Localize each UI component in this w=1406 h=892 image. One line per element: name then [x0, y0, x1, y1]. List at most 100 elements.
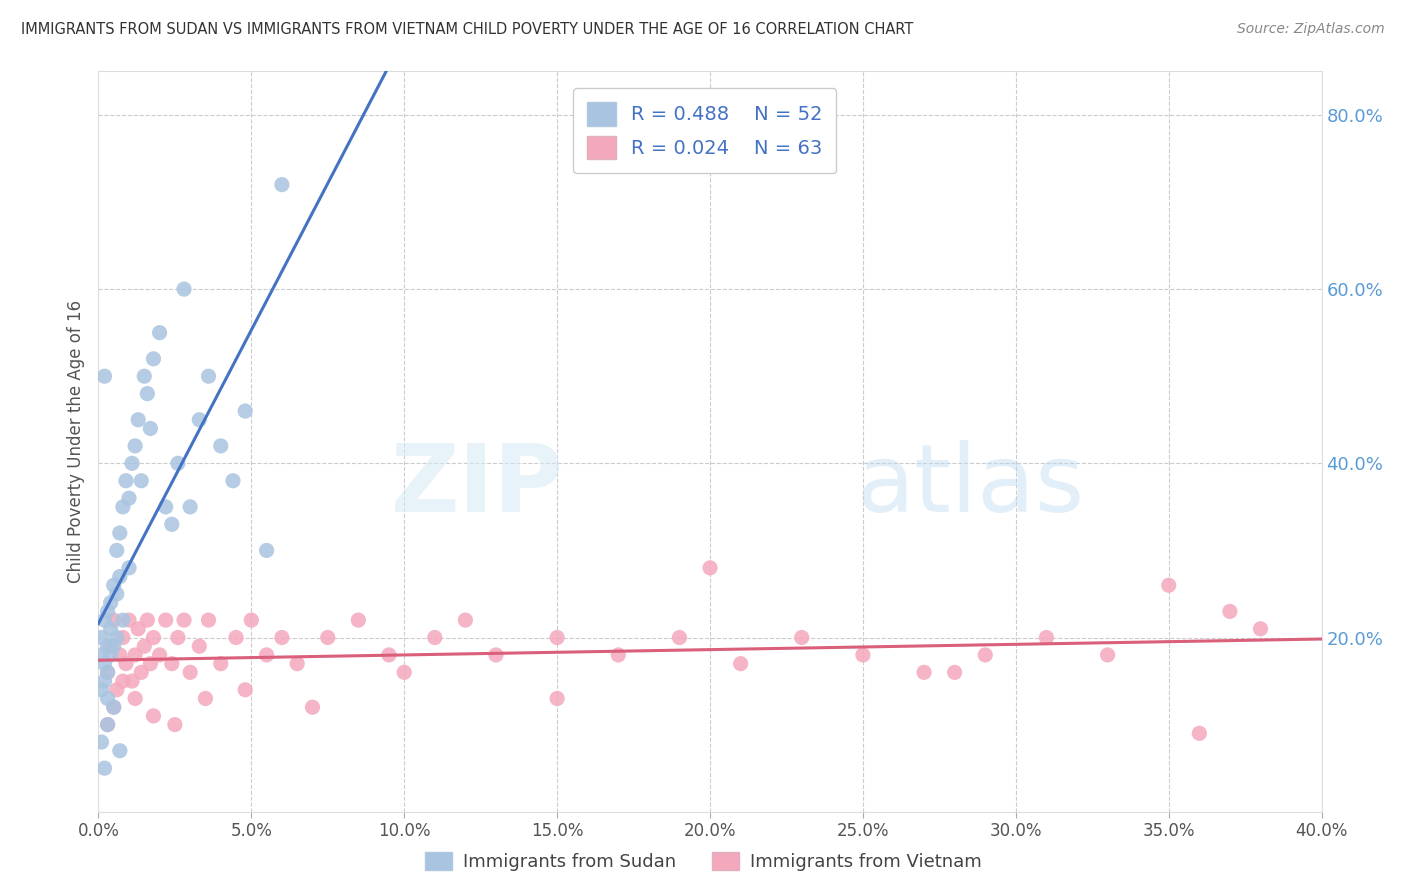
Point: [111, 613, 134, 627]
Text: Source: ZipAtlas.com: Source: ZipAtlas.com: [1237, 22, 1385, 37]
Point: [108, 744, 131, 758]
Point: [852, 648, 875, 662]
Point: [155, 500, 177, 514]
Point: [668, 631, 690, 645]
Point: [134, 639, 156, 653]
Point: [188, 413, 211, 427]
Point: [142, 351, 165, 366]
Point: [129, 474, 152, 488]
Point: [167, 456, 190, 470]
Point: [108, 648, 131, 662]
Point: [179, 500, 201, 514]
Point: [105, 543, 128, 558]
Point: [454, 613, 477, 627]
Point: [100, 639, 122, 653]
Point: [103, 578, 125, 592]
Point: [1188, 726, 1211, 740]
Point: [225, 631, 247, 645]
Point: [209, 657, 232, 671]
Point: [118, 491, 141, 505]
Point: [100, 622, 122, 636]
Text: atlas: atlas: [856, 440, 1085, 532]
Point: [93, 674, 115, 689]
Point: [97, 717, 120, 731]
Point: [136, 386, 159, 401]
Point: [943, 665, 966, 680]
Point: [546, 631, 568, 645]
Point: [124, 691, 146, 706]
Point: [142, 709, 165, 723]
Point: [93, 761, 115, 775]
Point: [103, 700, 125, 714]
Point: [1097, 648, 1119, 662]
Point: [256, 648, 278, 662]
Point: [699, 561, 721, 575]
Y-axis label: Child Poverty Under the Age of 16: Child Poverty Under the Age of 16: [67, 300, 86, 583]
Point: [90, 648, 112, 662]
Point: [1249, 622, 1271, 636]
Point: [285, 657, 308, 671]
Point: [118, 613, 141, 627]
Point: [912, 665, 935, 680]
Point: [93, 369, 115, 384]
Point: [142, 631, 165, 645]
Point: [97, 691, 120, 706]
Point: [485, 648, 508, 662]
Point: [121, 456, 143, 470]
Point: [256, 543, 278, 558]
Point: [270, 178, 292, 192]
Point: [173, 613, 195, 627]
Point: [163, 717, 186, 731]
Point: [103, 639, 125, 653]
Point: [139, 421, 162, 435]
Point: [97, 665, 120, 680]
Point: [790, 631, 813, 645]
Point: [1219, 604, 1241, 618]
Point: [423, 631, 446, 645]
Point: [121, 674, 143, 689]
Point: [270, 631, 292, 645]
Point: [124, 439, 146, 453]
Point: [100, 648, 122, 662]
Point: [111, 631, 134, 645]
Point: [97, 639, 120, 653]
Point: [103, 700, 125, 714]
Point: [155, 613, 177, 627]
Point: [173, 282, 195, 296]
Point: [115, 657, 138, 671]
Point: [188, 639, 211, 653]
Point: [209, 439, 232, 453]
Point: [233, 404, 256, 418]
Text: ZIP: ZIP: [391, 440, 564, 532]
Point: [197, 369, 219, 384]
Point: [103, 613, 125, 627]
Point: [111, 674, 134, 689]
Point: [134, 369, 156, 384]
Point: [301, 700, 323, 714]
Point: [97, 604, 120, 618]
Point: [1035, 631, 1057, 645]
Point: [160, 517, 183, 532]
Point: [105, 682, 128, 697]
Point: [93, 657, 115, 671]
Point: [90, 682, 112, 697]
Point: [1157, 578, 1180, 592]
Point: [129, 665, 152, 680]
Point: [118, 561, 141, 575]
Point: [100, 596, 122, 610]
Point: [108, 569, 131, 583]
Point: [179, 665, 201, 680]
Point: [974, 648, 997, 662]
Point: [730, 657, 752, 671]
Point: [93, 613, 115, 627]
Point: [127, 622, 149, 636]
Point: [392, 665, 416, 680]
Point: [233, 682, 256, 697]
Point: [607, 648, 630, 662]
Point: [347, 613, 370, 627]
Text: IMMIGRANTS FROM SUDAN VS IMMIGRANTS FROM VIETNAM CHILD POVERTY UNDER THE AGE OF : IMMIGRANTS FROM SUDAN VS IMMIGRANTS FROM…: [21, 22, 914, 37]
Point: [240, 613, 263, 627]
Point: [378, 648, 401, 662]
Point: [90, 631, 112, 645]
Point: [90, 735, 112, 749]
